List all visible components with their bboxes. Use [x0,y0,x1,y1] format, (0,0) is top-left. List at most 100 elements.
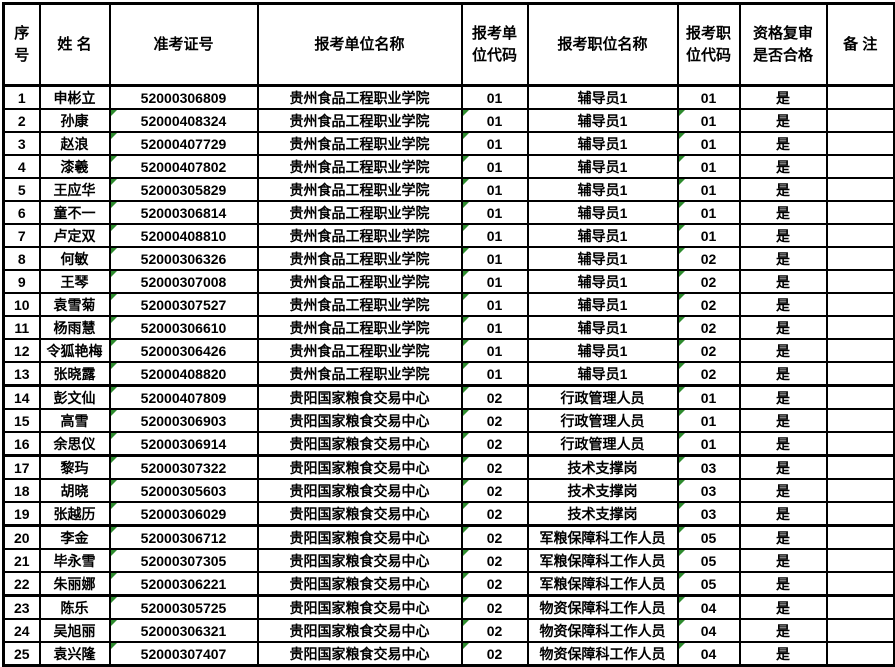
cell-ticket-number: 52000307407 [108,641,259,667]
cell-unit-name-text: 贵州食品工程职业学院 [289,158,430,175]
number-as-text-flag-icon [463,318,469,323]
cell-position-name: 军粮保障科工作人员 [526,571,679,597]
cell-serial: 1 [2,84,41,110]
cell-position-name-text: 辅导员1 [577,181,628,198]
cell-position-name: 技术支撑岗 [526,501,679,527]
number-as-text-flag-icon [463,272,469,277]
cell-serial: 18 [2,478,41,503]
cell-name: 李金 [38,524,111,550]
cell-unit-name-text: 贵阳国家粮食交易中心 [289,622,430,639]
cell-unit-name-text: 贵阳国家粮食交易中心 [289,529,430,546]
cell-position-name: 辅导员1 [526,177,679,202]
cell-serial-text: 19 [13,505,30,522]
cell-position-code: 01 [676,154,741,179]
table-row: 23 陈乐 52000305725 贵阳国家粮食交易中心 02 物资保障科工作人员 04 是 [2,594,895,620]
number-as-text-flag-icon [463,503,469,509]
cell-name-text: 何敏 [60,250,89,267]
cell-unit-code-text: 01 [486,135,503,152]
cell-ticket-number: 52000306029 [108,501,259,527]
cell-qualified: 是 [738,200,828,225]
cell-qualified: 是 [738,454,828,480]
cell-position-code: 04 [676,594,741,620]
number-as-text-flag-icon [679,481,685,486]
cell-position-name: 行政管理人员 [526,408,679,433]
cell-position-name-text: 物资保障科工作人员 [539,622,666,639]
cell-unit-code-text: 02 [486,622,503,639]
cell-position-code-text: 04 [700,599,717,616]
cell-serial: 23 [2,594,41,620]
cell-serial: 11 [2,315,41,340]
cell-qualified: 是 [738,384,828,410]
cell-unit-code: 01 [460,361,529,387]
number-as-text-flag-icon [111,318,117,323]
number-as-text-flag-icon [679,527,685,533]
cell-unit-name: 贵阳国家粮食交易中心 [256,571,463,597]
cell-unit-name-text: 贵阳国家粮食交易中心 [289,575,430,592]
cell-name: 杨雨慧 [38,315,111,340]
header-unit-code: 报考单位代码 [460,2,529,87]
number-as-text-flag-icon [463,157,469,162]
cell-unit-code: 01 [460,108,529,133]
cell-unit-name: 贵阳国家粮食交易中心 [256,431,463,457]
cell-qualified-text: 是 [776,296,790,313]
cell-position-code-text: 01 [700,89,717,106]
cell-unit-name: 贵阳国家粮食交易中心 [256,501,463,527]
cell-unit-code: 01 [460,269,529,294]
cell-unit-code: 01 [460,84,529,110]
cell-unit-name: 贵州食品工程职业学院 [256,177,463,202]
cell-position-name: 物资保障科工作人员 [526,594,679,620]
cell-unit-code-text: 01 [486,319,503,336]
cell-name: 吴旭丽 [38,618,111,643]
cell-position-code-text: 01 [700,227,717,244]
cell-serial-text: 12 [13,342,30,359]
cell-remark [825,524,895,550]
number-as-text-flag-icon [679,363,685,369]
table-row: 17 黎玙 52000307322 贵阳国家粮食交易中心 02 技术支撑岗 03 是 [2,454,895,480]
table-row: 11 杨雨慧 52000306610 贵州食品工程职业学院 01 辅导员1 02 是 [2,315,895,340]
cell-position-code: 02 [676,246,741,271]
number-as-text-flag-icon [111,621,117,626]
cell-unit-name: 贵州食品工程职业学院 [256,108,463,133]
cell-ticket-number: 52000408820 [108,361,259,387]
cell-ticket-number-text: 52000306914 [140,435,227,452]
cell-serial: 15 [2,408,41,433]
cell-position-code-text: 01 [700,158,717,175]
number-as-text-flag-icon [679,318,685,323]
cell-unit-code-text: 02 [486,389,503,406]
number-as-text-flag-icon [111,411,117,416]
cell-position-code-text: 01 [700,389,717,406]
number-as-text-flag-icon [111,457,117,463]
cell-position-name: 物资保障科工作人员 [526,618,679,643]
cell-ticket-number-text: 52000305725 [140,599,227,616]
cell-unit-code: 02 [460,618,529,643]
cell-serial-text: 21 [13,552,30,569]
cell-serial-text: 16 [13,435,30,452]
cell-remark [825,315,895,340]
number-as-text-flag-icon [463,457,469,463]
cell-serial: 9 [2,269,41,294]
cell-unit-code: 01 [460,154,529,179]
cell-ticket-number-text: 52000408324 [140,112,227,129]
cell-name-text: 孙康 [60,112,89,129]
cell-ticket-number-text: 52000306326 [140,250,227,267]
number-as-text-flag-icon [679,180,685,185]
cell-ticket-number: 52000306712 [108,524,259,550]
cell-remark [825,361,895,387]
cell-ticket-number: 52000307322 [108,454,259,480]
table-row: 12 令狐艳梅 52000306426 贵州食品工程职业学院 01 辅导员1 02 是 [2,338,895,363]
cell-serial: 24 [2,618,41,643]
cell-unit-code: 01 [460,200,529,225]
cell-position-code: 01 [676,223,741,248]
cell-name: 王琴 [38,269,111,294]
cell-qualified-text: 是 [776,412,790,429]
cell-ticket-number-text: 52000307407 [140,645,227,662]
cell-unit-name-text: 贵州食品工程职业学院 [289,204,430,221]
cell-unit-name-text: 贵州食品工程职业学院 [289,227,430,244]
cell-qualified: 是 [738,269,828,294]
table-row: 4 漆羲 52000407802 贵州食品工程职业学院 01 辅导员1 01 是 [2,154,895,179]
number-as-text-flag-icon [111,111,117,116]
cell-serial-text: 3 [17,135,26,152]
cell-ticket-number: 52000305603 [108,478,259,503]
cell-unit-code-text: 01 [486,158,503,175]
cell-serial: 13 [2,361,41,387]
